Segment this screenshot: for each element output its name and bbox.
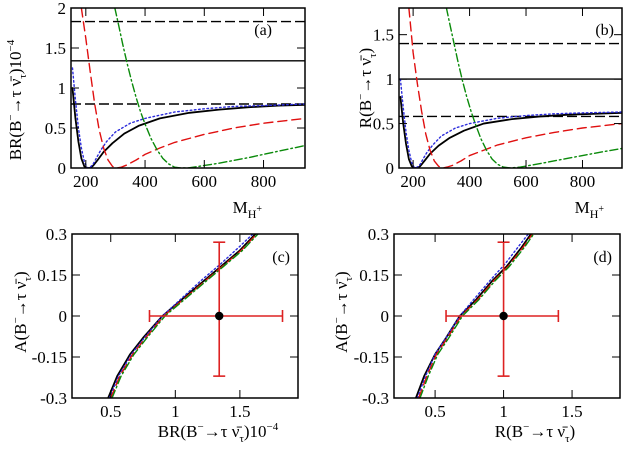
series-blue-dotted-c: [108, 234, 254, 398]
panel-a: 200 400 600 800 0 0.5 1 1.5 2 (a) MH+ BR(B−→τ ν̄…: [5, 0, 306, 221]
y-tick-label-a: 1: [58, 79, 67, 98]
series-black-solid-a: [71, 87, 305, 168]
plot-area-d: [415, 234, 535, 398]
x-tick-label-d: 1.5: [561, 402, 582, 421]
x-tick-label-c: 0.5: [100, 402, 121, 421]
y-tick-label-a: 0: [58, 159, 67, 178]
x-tick-label-d: 1: [499, 402, 508, 421]
panel-label-b: (b): [595, 22, 614, 39]
y-tick-label-c: -0.3: [40, 389, 67, 408]
xlabel-b: MH+: [575, 198, 605, 221]
y-tick-label-d: -0.3: [362, 389, 389, 408]
x-tick-label-c: 1.5: [229, 402, 250, 421]
plot-area-b: [399, 8, 622, 168]
panel-label-a: (a): [254, 22, 272, 39]
plot-area-c: [107, 234, 259, 398]
panel-c: 0.5 1 1.5 -0.3 -0.15 0 0.15 0.3 (c) BR(B−→τ ν̄τ…: [10, 225, 299, 445]
y-tick-label-c: 0.3: [46, 225, 67, 244]
series-green-dashdot-d: [419, 234, 535, 398]
series-red-dashed-c: [110, 234, 258, 398]
ylabel-a: BR(B−→τ ν̄τ)10−4: [5, 39, 29, 160]
series-blue-dotted-d: [416, 234, 529, 398]
x-tick-label-b: 600: [513, 172, 539, 191]
series-green-dashdot-b: [445, 8, 622, 168]
ylabel-d: A(B−→τ ν̄τ): [331, 271, 355, 352]
panel-d: 0.5 1 1.5 -0.3 -0.15 0 0.15 0.3 (d) R(B−→τ ν̄τ)…: [331, 225, 621, 445]
x-tick-label-a: 200: [73, 172, 99, 191]
x-tick-label-b: 200: [400, 172, 426, 191]
y-tick-label-b: 0: [386, 159, 395, 178]
series-blue-dotted-b: [399, 78, 622, 168]
y-tick-label-b: 0.5: [373, 115, 394, 134]
measurement-point-d: [499, 311, 508, 321]
x-tick-label-a: 600: [192, 172, 218, 191]
y-tick-label-c: -0.15: [32, 348, 67, 367]
ylabel-c: A(B−→τ ν̄τ): [10, 271, 34, 352]
xlabel-a: MH+: [233, 198, 263, 221]
x-tick-label-c: 1: [171, 402, 180, 421]
series-black-solid-b: [399, 95, 622, 168]
x-tick-label-d: 0.5: [424, 402, 445, 421]
measurement-point-c: [215, 311, 224, 321]
xlabel-c: BR(B−→τ ν̄τ)10−4: [158, 421, 279, 445]
y-tick-label-c: 0.15: [37, 266, 67, 285]
y-tick-label-a: 1.5: [45, 39, 66, 58]
y-tick-label-a: 2: [58, 0, 67, 18]
y-tick-label-a: 0.5: [45, 119, 66, 138]
y-tick-label-c: 0: [59, 307, 68, 326]
y-tick-label-b: 1.5: [373, 26, 394, 45]
plot-area-a: [71, 8, 305, 168]
series-blue-dotted-a: [71, 67, 305, 168]
y-tick-label-d: 0: [381, 307, 390, 326]
xlabel-d: R(B−→τ ν̄τ): [495, 421, 575, 445]
y-tick-label-d: 0.15: [359, 266, 389, 285]
series-red-dashed-a: [80, 8, 305, 168]
series-red-dashed-b: [408, 8, 622, 168]
series-green-dashdot-a: [114, 8, 305, 168]
series-red-dashed-d: [417, 234, 534, 398]
x-tick-label-a: 800: [251, 172, 277, 191]
panel-label-c: (c): [272, 249, 290, 266]
y-tick-label-d: 0.3: [368, 225, 389, 244]
x-tick-label-b: 800: [570, 172, 596, 191]
series-green-dashdot-c: [111, 234, 259, 398]
x-tick-label-b: 400: [457, 172, 483, 191]
panel-label-d: (d): [593, 249, 612, 266]
y-tick-label-b: 1: [386, 70, 395, 89]
frame-b: [398, 7, 623, 169]
x-tick-label-a: 400: [132, 172, 158, 191]
y-tick-label-d: -0.15: [354, 348, 389, 367]
